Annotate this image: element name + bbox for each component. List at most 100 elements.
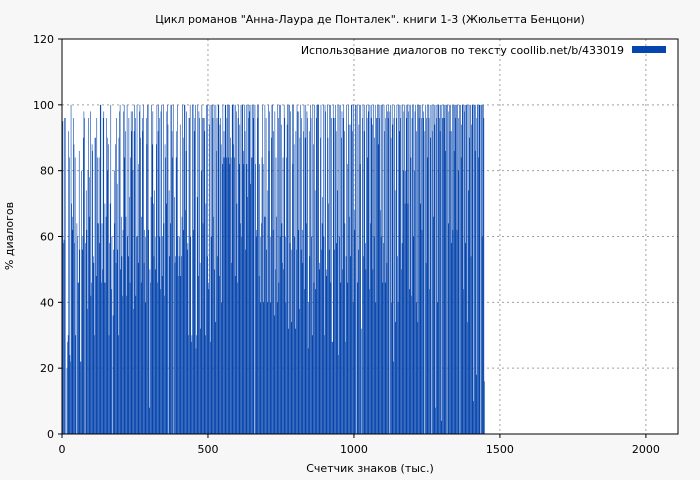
bar — [266, 249, 267, 434]
bar — [292, 164, 294, 435]
bar — [450, 243, 452, 434]
bar — [69, 355, 71, 434]
bar — [159, 236, 161, 434]
bar — [266, 302, 268, 434]
bar — [271, 137, 272, 434]
bar — [236, 203, 238, 434]
bar — [250, 104, 252, 434]
bar — [143, 104, 144, 434]
bar — [203, 118, 205, 434]
bar — [233, 104, 235, 434]
bar — [259, 302, 261, 434]
y-axis-label: % диалогов — [3, 202, 16, 270]
bar — [345, 341, 346, 434]
bar — [97, 157, 98, 434]
bar — [303, 131, 304, 434]
bar — [337, 104, 339, 434]
bar — [477, 104, 479, 434]
bar — [133, 308, 134, 434]
bar — [237, 282, 238, 434]
bar — [434, 124, 436, 434]
bar — [459, 104, 460, 434]
bar — [67, 341, 68, 434]
bar — [352, 302, 354, 434]
bar — [144, 236, 146, 434]
bar — [475, 374, 477, 434]
bar — [404, 104, 405, 434]
bar — [464, 104, 466, 434]
bar — [177, 236, 179, 434]
bar — [381, 104, 382, 434]
bar — [273, 315, 275, 434]
bar — [185, 210, 186, 434]
bar — [418, 104, 419, 434]
bar — [218, 104, 220, 434]
bar — [201, 104, 203, 434]
bar — [83, 111, 85, 435]
bar — [200, 328, 201, 434]
bar — [244, 104, 245, 434]
bar — [407, 203, 409, 434]
bar — [193, 131, 195, 434]
bar — [421, 118, 422, 434]
bar — [145, 302, 147, 434]
bar — [363, 256, 364, 434]
bar — [365, 243, 366, 434]
bar — [109, 203, 111, 434]
bar — [339, 236, 340, 434]
bar — [310, 104, 311, 434]
bar — [69, 157, 70, 434]
bar — [271, 104, 273, 434]
bar — [408, 104, 410, 434]
bar — [299, 308, 300, 434]
bar — [214, 322, 216, 434]
bar — [392, 124, 394, 434]
bar — [261, 157, 263, 434]
bar — [74, 243, 75, 434]
bar — [149, 269, 151, 434]
bar — [197, 104, 199, 434]
bar — [330, 282, 332, 434]
bar — [140, 137, 141, 434]
bar — [294, 236, 295, 434]
bar — [477, 104, 478, 434]
bar — [139, 111, 140, 435]
bar — [206, 104, 207, 434]
bar — [226, 118, 228, 434]
bar — [264, 104, 266, 434]
bar — [402, 170, 404, 434]
bar — [73, 144, 75, 435]
bar — [106, 118, 107, 434]
bar — [125, 216, 127, 434]
bar — [81, 170, 82, 434]
bar — [427, 157, 429, 434]
bar — [463, 104, 465, 434]
bar — [372, 269, 374, 434]
bar — [224, 157, 225, 434]
bar — [135, 295, 137, 434]
bar — [235, 104, 237, 434]
bar — [482, 104, 484, 434]
bar — [205, 203, 207, 434]
bar — [231, 104, 233, 434]
bar — [439, 131, 441, 434]
bar — [296, 104, 298, 434]
bar — [128, 118, 130, 434]
bar — [466, 104, 468, 434]
bar — [101, 223, 103, 434]
bar — [467, 104, 469, 434]
bar — [267, 190, 269, 434]
bar — [386, 262, 388, 434]
bar — [306, 223, 307, 434]
bar — [129, 282, 131, 434]
bar — [417, 104, 418, 434]
bar — [121, 256, 123, 434]
bar — [388, 104, 389, 434]
bar — [172, 157, 173, 434]
bar — [169, 256, 171, 434]
bar — [284, 118, 286, 434]
bar — [258, 104, 259, 434]
bar — [202, 118, 203, 434]
bar — [175, 157, 177, 434]
bar — [453, 150, 455, 434]
